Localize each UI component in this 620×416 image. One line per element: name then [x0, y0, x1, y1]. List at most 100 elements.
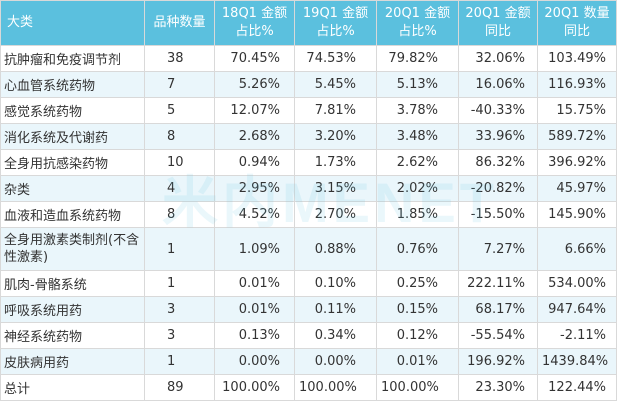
cell-amount-yoy: 86.32%: [458, 149, 538, 176]
cell-count: 1: [144, 270, 215, 297]
cell-share-20q1: 0.76%: [376, 227, 459, 271]
cell-quantity-yoy: 45.97%: [537, 175, 617, 202]
header-share-18q1: 18Q1 金额占比%: [214, 0, 295, 46]
table-row: 心血管系统药物 7 5.26% 5.45% 5.13% 16.06% 116.9…: [0, 71, 617, 98]
cell-share-18q1: 0.00%: [214, 348, 295, 375]
header-share-19q1: 19Q1 金额占比%: [294, 0, 377, 46]
cell-category: 抗肿瘤和免疫调节剂: [0, 45, 145, 72]
cell-share-20q1: 0.01%: [376, 348, 459, 375]
cell-share-18q1: 5.26%: [214, 71, 295, 98]
table-row: 全身用抗感染药物 10 0.94% 1.73% 2.62% 86.32% 396…: [0, 149, 617, 176]
cell-category: 皮肤病用药: [0, 348, 145, 375]
cell-share-20q1: 0.25%: [376, 270, 459, 297]
cell-share-18q1: 1.09%: [214, 227, 295, 271]
table-body: 抗肿瘤和免疫调节剂 38 70.45% 74.53% 79.82% 32.06%…: [0, 45, 617, 401]
cell-count: 89: [144, 374, 215, 401]
cell-category: 全身用激素类制剂(不含性激素): [0, 227, 145, 271]
table-row: 全身用激素类制剂(不含性激素) 1 1.09% 0.88% 0.76% 7.27…: [0, 227, 617, 271]
cell-amount-yoy: 33.96%: [458, 123, 538, 150]
cell-amount-yoy: 16.06%: [458, 71, 538, 98]
cell-share-20q1: 0.15%: [376, 296, 459, 323]
cell-amount-yoy: -55.54%: [458, 322, 538, 349]
cell-share-18q1: 12.07%: [214, 97, 295, 124]
cell-quantity-yoy: 15.75%: [537, 97, 617, 124]
cell-share-18q1: 0.13%: [214, 322, 295, 349]
cell-category: 神经系统药物: [0, 322, 145, 349]
cell-share-20q1: 0.12%: [376, 322, 459, 349]
cell-share-19q1: 1.73%: [294, 149, 377, 176]
cell-share-18q1: 0.01%: [214, 270, 295, 297]
drug-category-table: 大类 品种数量 18Q1 金额占比% 19Q1 金额占比% 20Q1 金额占比%…: [0, 0, 617, 401]
cell-quantity-yoy: 145.90%: [537, 201, 617, 228]
cell-share-19q1: 100.00%: [294, 374, 377, 401]
cell-quantity-yoy: 947.64%: [537, 296, 617, 323]
cell-quantity-yoy: 396.92%: [537, 149, 617, 176]
cell-count: 4: [144, 175, 215, 202]
cell-share-19q1: 2.70%: [294, 201, 377, 228]
table-header: 大类 品种数量 18Q1 金额占比% 19Q1 金额占比% 20Q1 金额占比%…: [0, 0, 617, 46]
cell-quantity-yoy: 589.72%: [537, 123, 617, 150]
cell-category: 全身用抗感染药物: [0, 149, 145, 176]
cell-share-20q1: 3.48%: [376, 123, 459, 150]
cell-quantity-yoy: 103.49%: [537, 45, 617, 72]
cell-count: 3: [144, 296, 215, 323]
cell-share-19q1: 0.10%: [294, 270, 377, 297]
cell-count: 3: [144, 322, 215, 349]
cell-share-20q1: 100.00%: [376, 374, 459, 401]
cell-share-19q1: 74.53%: [294, 45, 377, 72]
cell-share-18q1: 2.95%: [214, 175, 295, 202]
cell-category: 肌肉-骨骼系统: [0, 270, 145, 297]
header-row: 大类 品种数量 18Q1 金额占比% 19Q1 金额占比% 20Q1 金额占比%…: [0, 0, 617, 46]
header-count: 品种数量: [144, 0, 215, 46]
cell-share-19q1: 3.15%: [294, 175, 377, 202]
cell-share-19q1: 0.34%: [294, 322, 377, 349]
cell-count: 5: [144, 97, 215, 124]
cell-quantity-yoy: 122.44%: [537, 374, 617, 401]
cell-count: 7: [144, 71, 215, 98]
cell-amount-yoy: -40.33%: [458, 97, 538, 124]
table-row: 神经系统药物 3 0.13% 0.34% 0.12% -55.54% -2.11…: [0, 322, 617, 349]
cell-count: 8: [144, 123, 215, 150]
cell-quantity-yoy: -2.11%: [537, 322, 617, 349]
cell-share-19q1: 0.11%: [294, 296, 377, 323]
cell-share-20q1: 5.13%: [376, 71, 459, 98]
cell-category: 杂类: [0, 175, 145, 202]
cell-amount-yoy: 196.92%: [458, 348, 538, 375]
cell-category: 感觉系统药物: [0, 97, 145, 124]
cell-quantity-yoy: 6.66%: [537, 227, 617, 271]
cell-count: 1: [144, 227, 215, 271]
cell-quantity-yoy: 116.93%: [537, 71, 617, 98]
table-row: 肌肉-骨骼系统 1 0.01% 0.10% 0.25% 222.11% 534.…: [0, 270, 617, 297]
table-row: 消化系统及代谢药 8 2.68% 3.20% 3.48% 33.96% 589.…: [0, 123, 617, 150]
cell-share-20q1: 79.82%: [376, 45, 459, 72]
cell-share-19q1: 0.88%: [294, 227, 377, 271]
cell-category: 心血管系统药物: [0, 71, 145, 98]
table-row: 杂类 4 2.95% 3.15% 2.02% -20.82% 45.97%: [0, 175, 617, 202]
cell-share-18q1: 100.00%: [214, 374, 295, 401]
table-row: 抗肿瘤和免疫调节剂 38 70.45% 74.53% 79.82% 32.06%…: [0, 45, 617, 72]
cell-amount-yoy: 32.06%: [458, 45, 538, 72]
header-amount-yoy: 20Q1 金额同比: [458, 0, 538, 46]
cell-amount-yoy: 23.30%: [458, 374, 538, 401]
cell-share-18q1: 0.01%: [214, 296, 295, 323]
cell-share-20q1: 2.62%: [376, 149, 459, 176]
cell-category: 总计: [0, 374, 145, 401]
cell-count: 38: [144, 45, 215, 72]
cell-count: 10: [144, 149, 215, 176]
cell-share-18q1: 70.45%: [214, 45, 295, 72]
cell-share-19q1: 3.20%: [294, 123, 377, 150]
cell-quantity-yoy: 1439.84%: [537, 348, 617, 375]
table-row: 血液和造血系统药物 8 4.52% 2.70% 1.85% -15.50% 14…: [0, 201, 617, 228]
cell-share-20q1: 2.02%: [376, 175, 459, 202]
cell-share-18q1: 0.94%: [214, 149, 295, 176]
cell-amount-yoy: 7.27%: [458, 227, 538, 271]
cell-share-20q1: 3.78%: [376, 97, 459, 124]
cell-amount-yoy: -20.82%: [458, 175, 538, 202]
cell-share-20q1: 1.85%: [376, 201, 459, 228]
total-row: 总计 89 100.00% 100.00% 100.00% 23.30% 122…: [0, 374, 617, 401]
cell-amount-yoy: -15.50%: [458, 201, 538, 228]
cell-quantity-yoy: 534.00%: [537, 270, 617, 297]
header-category: 大类: [0, 0, 145, 46]
table-row: 感觉系统药物 5 12.07% 7.81% 3.78% -40.33% 15.7…: [0, 97, 617, 124]
